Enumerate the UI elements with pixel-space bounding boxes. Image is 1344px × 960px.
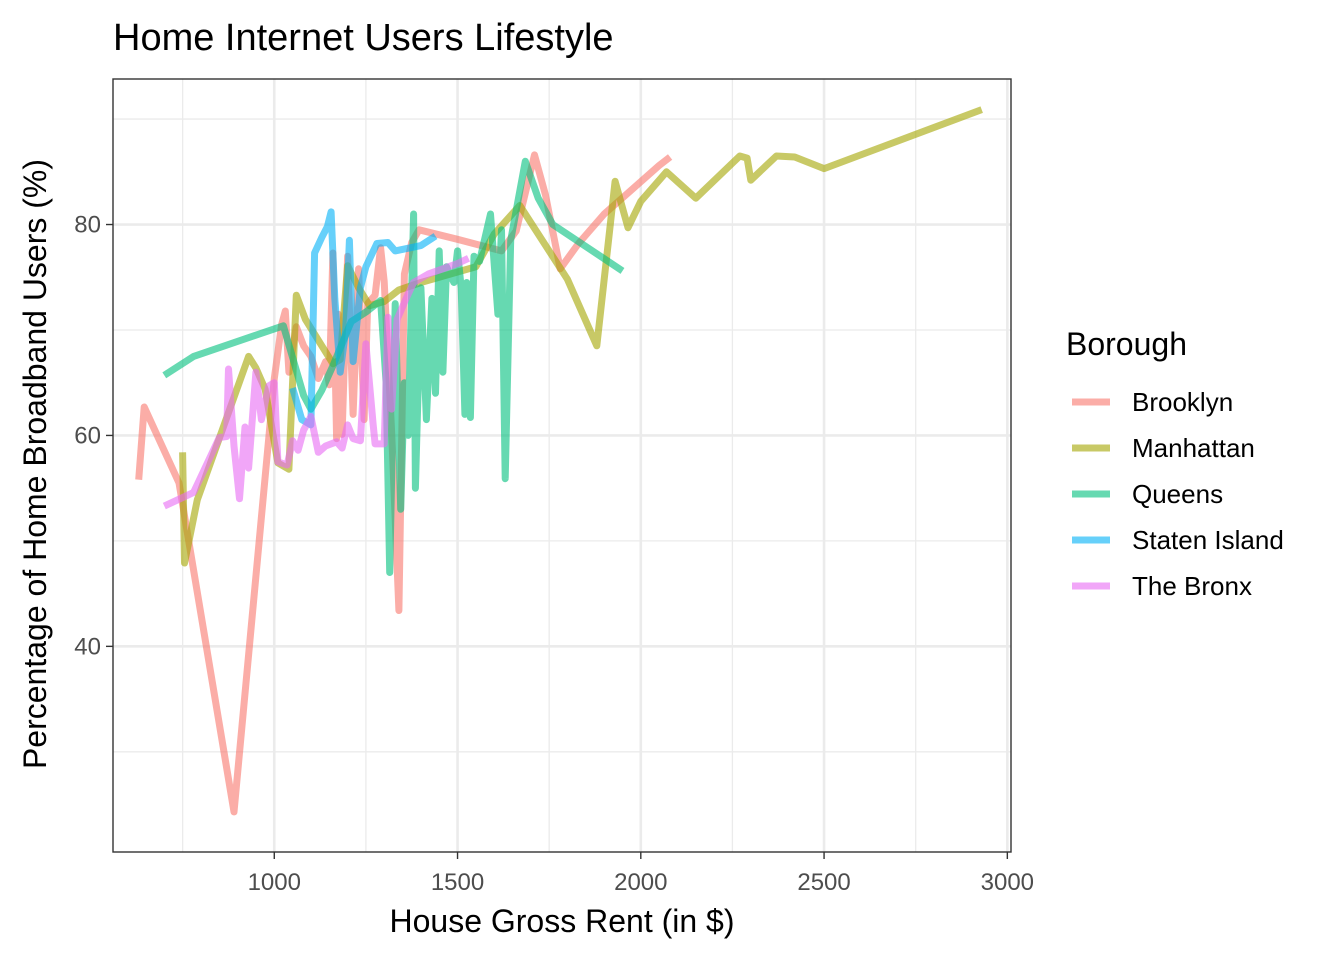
series-lines <box>135 106 983 816</box>
y-tick-label: 80 <box>74 212 101 239</box>
chart-title: Home Internet Users Lifestyle <box>113 17 614 59</box>
x-tick-label: 1500 <box>431 869 484 896</box>
y-axis-title: Percentage of Home Broadband Users (%) <box>17 159 53 769</box>
legend-title: Borough <box>1066 326 1187 362</box>
y-tick-label: 60 <box>74 422 101 449</box>
y-tick-label: 40 <box>74 633 101 660</box>
plot-panel-border <box>112 78 1012 853</box>
legend-label-manhattan: Manhattan <box>1132 433 1255 463</box>
legend-label-queens: Queens <box>1132 479 1223 509</box>
series-line-staten-island <box>289 208 438 429</box>
x-axis-title: House Gross Rent (in $) <box>389 903 734 939</box>
legend-label-staten-island: Staten Island <box>1132 525 1284 555</box>
legend-items: Brooklyn Manhattan Queens Staten Island The … <box>1072 387 1284 601</box>
x-tick-label: 2500 <box>797 869 850 896</box>
series-line-the-bronx <box>162 255 470 510</box>
x-axis: 1000 1500 2000 2500 3000 <box>248 852 1034 896</box>
x-tick-label: 1000 <box>248 869 301 896</box>
y-axis: 40 60 80 <box>74 212 113 660</box>
legend: Borough Brooklyn Manhattan Queens Staten Is… <box>1066 326 1284 601</box>
legend-label-the-bronx: The Bronx <box>1132 571 1252 601</box>
x-tick-label: 2000 <box>614 869 667 896</box>
legend-label-brooklyn: Brooklyn <box>1132 387 1233 417</box>
x-tick-label: 3000 <box>981 869 1034 896</box>
